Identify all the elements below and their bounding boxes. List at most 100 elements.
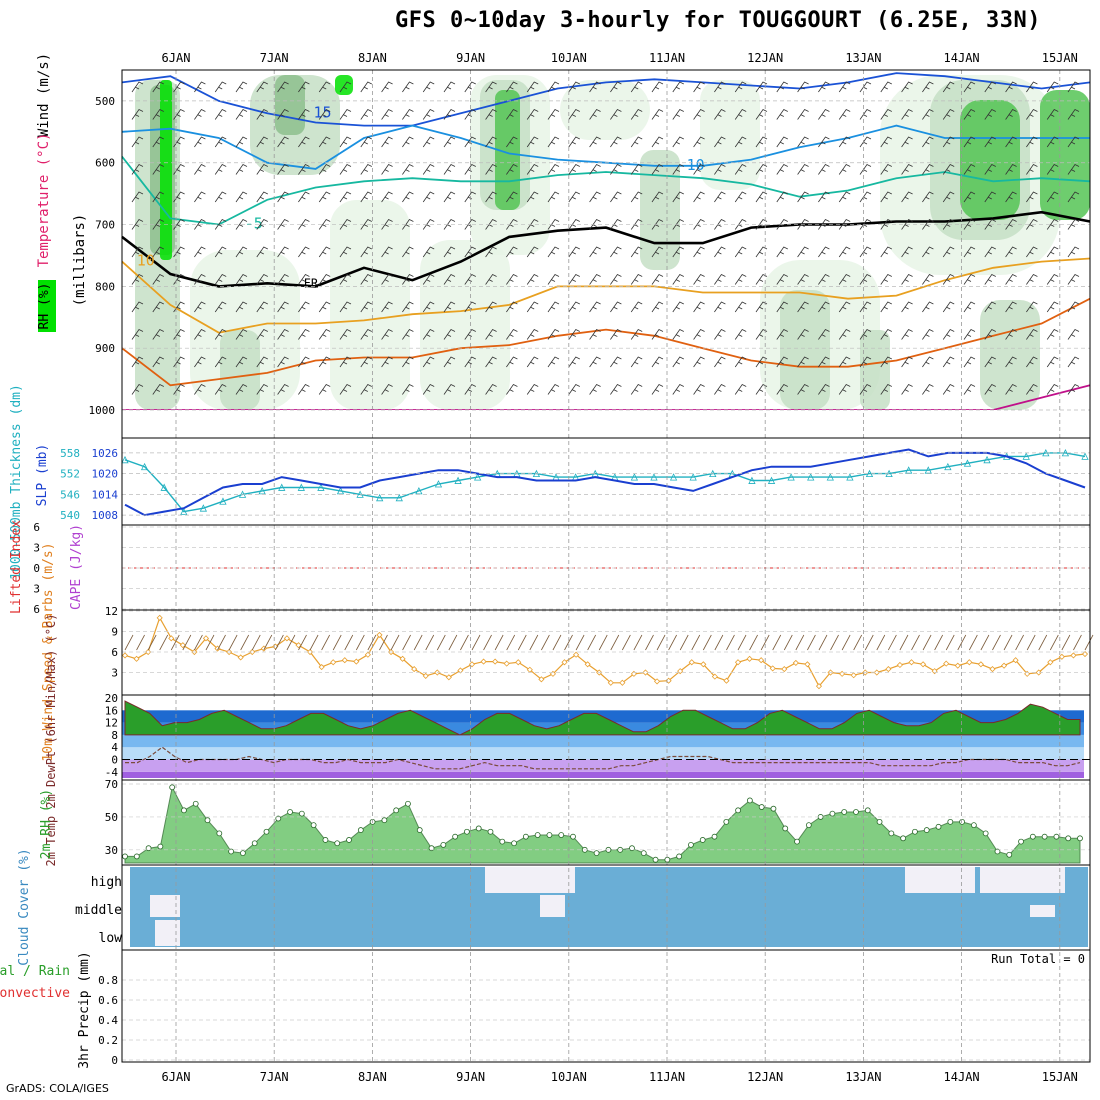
wind-barb bbox=[277, 356, 289, 368]
wind-speed-marker bbox=[306, 648, 314, 656]
date-label-bottom: 13JAN bbox=[845, 1070, 881, 1084]
chart-title: GFS 0~10day 3-hourly for TOUGGOURT (6.25… bbox=[395, 8, 1042, 33]
surface-wind-barb bbox=[529, 634, 539, 651]
surface-wind-barb bbox=[506, 634, 516, 651]
date-label-bottom: 6JAN bbox=[162, 1070, 191, 1084]
surface-wind-barb bbox=[945, 634, 955, 651]
wind-barb bbox=[443, 108, 456, 120]
thickness-marker bbox=[846, 473, 854, 481]
wind-barb bbox=[318, 273, 331, 285]
wind-barb bbox=[1005, 108, 1017, 120]
surface-wind-barb bbox=[483, 634, 492, 651]
wind-speed-marker bbox=[584, 661, 591, 668]
wind-barb bbox=[402, 301, 414, 313]
wind-barb bbox=[838, 301, 851, 313]
wind-barb bbox=[1046, 108, 1059, 120]
surface-wind-barb bbox=[818, 634, 828, 651]
wind-tick-label: 3 bbox=[111, 667, 118, 680]
surface-wind-barb bbox=[402, 634, 411, 651]
wind-barb bbox=[194, 81, 206, 93]
rh-marker bbox=[287, 809, 293, 815]
rh-shading bbox=[335, 75, 353, 95]
wind-barb bbox=[922, 163, 934, 175]
rh-marker bbox=[133, 853, 140, 860]
wind-barb bbox=[901, 81, 913, 93]
rh-marker bbox=[593, 850, 600, 857]
wind-barb bbox=[672, 246, 684, 258]
wind-barb bbox=[818, 108, 830, 120]
wind-barb bbox=[672, 301, 684, 313]
cape-label: CAPE (J/kg) bbox=[69, 524, 84, 610]
wind-barb bbox=[1046, 273, 1059, 285]
surface-wind-barb bbox=[575, 634, 585, 651]
surface-wind-barb bbox=[1038, 634, 1048, 651]
wind-speed-marker bbox=[653, 678, 661, 685]
wind-barb bbox=[506, 163, 518, 175]
wind-barb bbox=[672, 81, 684, 93]
surface-wind-barb bbox=[541, 634, 550, 651]
wind-barb bbox=[838, 136, 851, 148]
wind-barb bbox=[630, 108, 643, 120]
wind-speed-marker bbox=[145, 648, 152, 656]
rh-marker bbox=[122, 853, 128, 860]
rh-marker bbox=[699, 837, 706, 843]
rh-legend-swatch bbox=[38, 280, 56, 332]
wind-barb bbox=[589, 136, 601, 148]
wind-barb bbox=[1005, 81, 1017, 93]
li-tick-label: 3 bbox=[33, 583, 40, 596]
wind-barb bbox=[630, 163, 643, 175]
rh-marker bbox=[853, 809, 859, 815]
temp-band bbox=[122, 747, 1084, 760]
wind-barb bbox=[1067, 356, 1080, 368]
wind-barb bbox=[1046, 136, 1059, 148]
wind-barb bbox=[526, 328, 539, 340]
thickness-marker bbox=[140, 462, 149, 471]
temp-contour--5 bbox=[121, 155, 1091, 226]
wind-barb bbox=[1046, 191, 1059, 203]
wind-barb bbox=[672, 273, 684, 285]
wind-barb bbox=[651, 108, 664, 120]
wind-barb bbox=[152, 383, 164, 395]
wind-barb bbox=[838, 246, 851, 258]
wind-barb bbox=[942, 383, 955, 395]
wind-barb bbox=[755, 356, 768, 368]
wind-barb bbox=[568, 108, 580, 120]
wind-barb bbox=[214, 273, 227, 285]
li-tick-label: 6 bbox=[33, 521, 40, 534]
wind-barb bbox=[422, 356, 435, 368]
wind-barb bbox=[818, 163, 830, 175]
wind-barb bbox=[984, 163, 996, 175]
wind-barb bbox=[589, 246, 601, 258]
wind-barb bbox=[734, 163, 747, 175]
wind-barb bbox=[610, 191, 622, 203]
wind-barb bbox=[838, 163, 851, 175]
wind-barb bbox=[235, 356, 248, 368]
wind-barb bbox=[838, 273, 851, 285]
wind-barb bbox=[339, 356, 352, 368]
wind-barb bbox=[568, 328, 580, 340]
wind-barb bbox=[818, 328, 830, 340]
date-label-bottom: 12JAN bbox=[747, 1070, 783, 1084]
wind-barb bbox=[734, 108, 747, 120]
wind-barb bbox=[464, 108, 476, 120]
slp-axis-label: SLP (mb) bbox=[35, 444, 50, 507]
thickness-marker bbox=[180, 507, 188, 516]
rh-marker bbox=[405, 800, 411, 807]
surface-wind-barb bbox=[298, 634, 307, 651]
wind-barb bbox=[1046, 383, 1059, 395]
temp-contour-20 bbox=[121, 297, 1091, 387]
temp-contour--15 bbox=[121, 72, 1091, 127]
precip-tick-label: 0 bbox=[111, 1054, 118, 1067]
wind-barb bbox=[485, 163, 497, 175]
wind-barb bbox=[922, 301, 934, 313]
wind-barb bbox=[131, 136, 144, 148]
wind-barb bbox=[277, 108, 289, 120]
wind-barb bbox=[568, 246, 580, 258]
wind-barb bbox=[922, 356, 934, 368]
rh-marker bbox=[452, 833, 459, 840]
surface-wind-barb bbox=[864, 634, 874, 651]
wind-barb bbox=[714, 246, 726, 258]
wind-barb bbox=[152, 163, 164, 175]
wind-barb bbox=[443, 383, 456, 395]
rh-marker bbox=[841, 809, 848, 815]
